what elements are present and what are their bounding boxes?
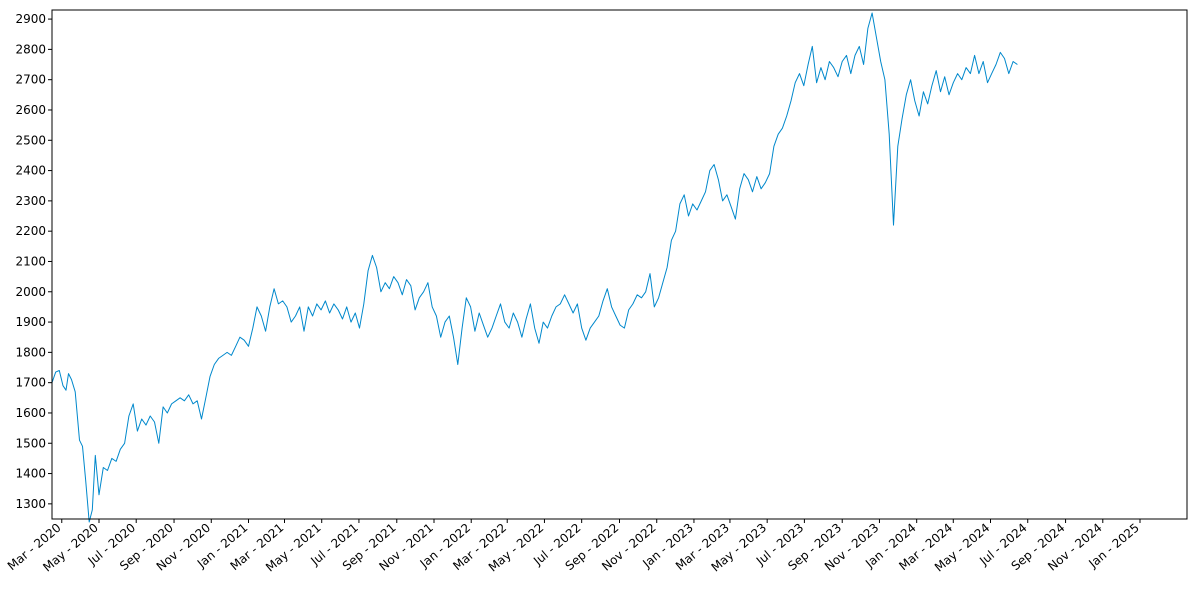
y-axis-ticks: 1300 1400 1500 1600 1700 1800 1900 2000 2100 2200… [15, 12, 52, 511]
y-tick-label: 2900 [15, 12, 46, 26]
y-tick-label: 1500 [15, 436, 46, 450]
y-tick-label: 1900 [15, 315, 46, 329]
y-tick-label: 2000 [15, 285, 46, 299]
y-tick-label: 2300 [15, 194, 46, 208]
series-layer [51, 12, 1018, 523]
y-tick-label: 1800 [15, 345, 46, 359]
series-line [51, 12, 1018, 523]
y-tick-label: 2400 [15, 164, 46, 178]
y-tick-label: 1700 [15, 376, 46, 390]
y-tick-label: 2800 [15, 42, 46, 56]
y-tick-label: 2700 [15, 73, 46, 87]
y-tick-label: 2600 [15, 103, 46, 117]
y-tick-label: 1300 [15, 497, 46, 511]
y-tick-label: 2500 [15, 133, 46, 147]
y-tick-label: 2200 [15, 224, 46, 238]
y-tick-label: 1400 [15, 467, 46, 481]
y-tick-label: 1600 [15, 406, 46, 420]
y-tick-label: 2100 [15, 254, 46, 268]
plot-frame [51, 9, 1188, 520]
